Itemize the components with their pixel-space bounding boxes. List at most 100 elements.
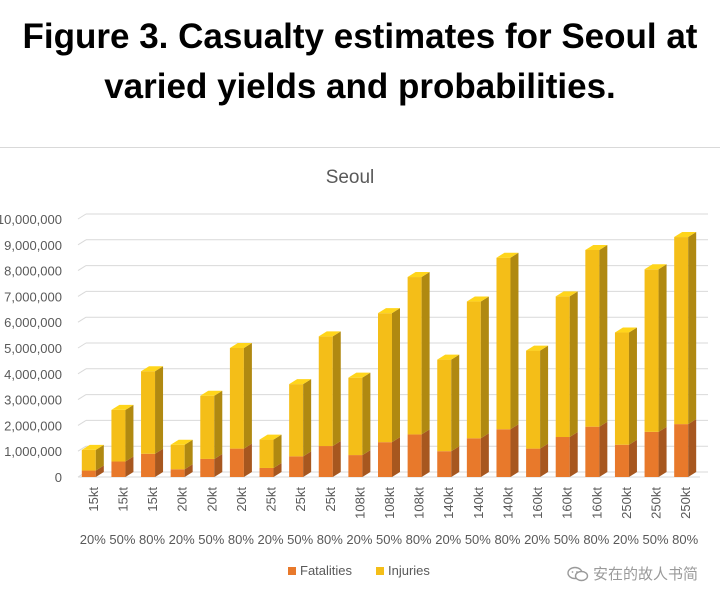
legend: Fatalities Injuries [288, 563, 430, 578]
bar-side [155, 366, 164, 454]
bar-side [658, 264, 667, 432]
bar-front [141, 371, 156, 454]
bar-front [200, 395, 215, 459]
x-tick-probability: 50% [198, 532, 224, 547]
x-tick-yield: 108kt [382, 487, 397, 519]
bar-top [555, 291, 578, 297]
bar-front [378, 442, 392, 477]
x-tick-yield: 15kt [86, 487, 101, 512]
x-tick-yield: 20kt [175, 487, 190, 512]
bar-side [243, 343, 252, 449]
x-tick-yield: 250kt [678, 487, 693, 519]
bar-fatalities-12 [437, 446, 460, 477]
bar-front [259, 467, 274, 477]
bar-injuries-6 [259, 434, 282, 468]
y-tick-label: 1,000,000 [4, 444, 62, 459]
bar-front [526, 350, 541, 449]
bar-front [407, 277, 422, 435]
bar-side [155, 448, 164, 477]
bar-top [378, 308, 400, 314]
bar-side [628, 327, 637, 445]
bar-front [348, 377, 363, 456]
y-tick-label: 0 [55, 470, 62, 485]
x-tick-probability: 20% [524, 532, 550, 547]
x-tick-yield: 140kt [441, 487, 456, 519]
x-tick-probability: 80% [494, 532, 520, 547]
y-tick-label: 7,000,000 [4, 289, 62, 304]
legend-label: Injuries [388, 563, 430, 578]
bar-front [111, 409, 126, 462]
x-tick-yield: 140kt [471, 487, 486, 519]
bar-side [125, 404, 134, 462]
bar-injuries-10 [378, 308, 400, 443]
bar-side [421, 429, 430, 477]
bar-injuries-16 [555, 291, 578, 438]
bar-front [407, 434, 422, 477]
bar-side [273, 434, 282, 468]
bar-side [599, 244, 608, 427]
x-tick-yield: 20kt [234, 487, 249, 512]
bar-front [585, 426, 600, 477]
bar-side [243, 443, 252, 477]
bar-side [362, 372, 371, 456]
bar-fatalities-18 [614, 439, 637, 477]
gridline-depth [77, 290, 87, 297]
x-tick-yield: 108kt [412, 487, 427, 519]
bar-top [81, 444, 104, 450]
bar-injuries-2 [141, 366, 164, 454]
y-tick-label: 10,000,000 [0, 212, 62, 227]
bar-front [318, 446, 333, 477]
x-tick-probability: 80% [317, 532, 343, 547]
bar-injuries-0 [81, 444, 104, 471]
x-tick-probability: 50% [465, 532, 491, 547]
bar-side [273, 462, 282, 477]
y-tick-label: 3,000,000 [4, 393, 62, 408]
bar-fatalities-9 [348, 450, 371, 477]
bar-top [348, 372, 371, 378]
legend-swatch [376, 567, 384, 575]
x-tick-yield: 15kt [115, 487, 130, 512]
y-tick-label: 4,000,000 [4, 367, 62, 382]
bar-fatalities-5 [229, 443, 252, 477]
x-tick-probability: 80% [228, 532, 254, 547]
x-tick-yield: 15kt [145, 487, 160, 512]
gridline-depth [77, 316, 87, 323]
bar-front [111, 461, 126, 477]
x-tick-probability: 50% [109, 532, 135, 547]
bar-front [170, 444, 185, 470]
bar-top [496, 252, 519, 258]
bar-fatalities-17 [585, 421, 608, 477]
bar-side [184, 439, 193, 470]
x-tick-probability: 20% [613, 532, 639, 547]
bar-side [392, 308, 400, 443]
x-tick-probability: 50% [376, 532, 402, 547]
bar-front [644, 431, 659, 477]
bar-injuries-14 [496, 252, 519, 430]
x-tick-yield: 250kt [649, 487, 664, 519]
x-tick-probability: 50% [554, 532, 580, 547]
bar-front [555, 437, 570, 477]
x-tick-probability: 20% [169, 532, 195, 547]
bar-top [407, 272, 430, 278]
y-axis-ticks: 0 1,000,000 2,000,000 3,000,000 4,000,000 5,0… [0, 212, 62, 485]
bar-top [259, 434, 282, 440]
x-tick-yield: 160kt [530, 487, 545, 519]
bar-side [392, 437, 400, 477]
watermark-text: 安在的故人书简 [592, 565, 698, 583]
x-tick-probability: 50% [643, 532, 669, 547]
bar-top [111, 404, 134, 410]
bar-side [332, 441, 341, 477]
bar-front [437, 451, 452, 477]
wechat-icon [567, 566, 589, 581]
bar-front [585, 249, 600, 427]
bar-side [510, 252, 519, 430]
y-tick-label: 9,000,000 [4, 238, 62, 253]
bar-front [259, 439, 274, 468]
y-tick-label: 5,000,000 [4, 341, 62, 356]
figure-title-line-1: Figure 3. Casualty estimates for Seoul a… [22, 17, 698, 56]
y-tick-label: 6,000,000 [4, 315, 62, 330]
bar-top [170, 439, 193, 445]
bar-top [437, 354, 460, 360]
bar-injuries-7 [289, 379, 312, 457]
watermark: 安在的故人书简 [567, 563, 698, 584]
